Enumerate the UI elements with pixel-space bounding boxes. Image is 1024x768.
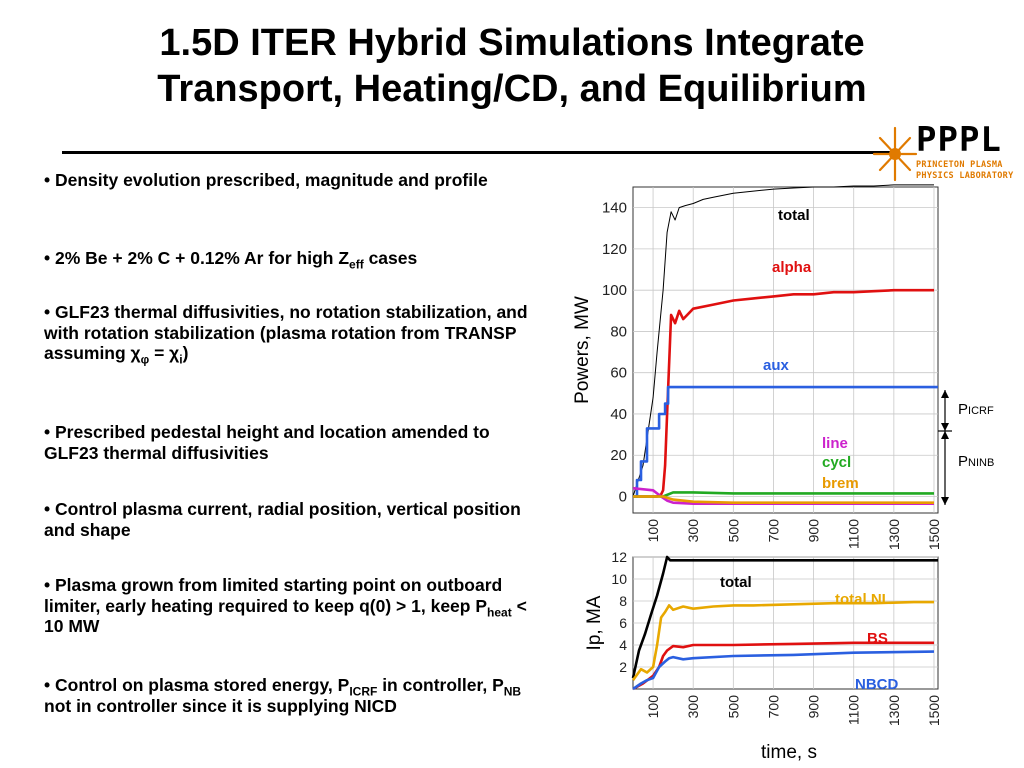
logo-subtitle-1: PRINCETON PLASMA bbox=[916, 160, 1003, 170]
title-divider bbox=[62, 151, 898, 154]
chart1-series-alpha bbox=[633, 288, 934, 498]
chart2-label-total: total bbox=[720, 574, 752, 591]
chart2-xtick-label-1: 300 bbox=[685, 695, 701, 719]
bullet-7: • Control on plasma stored energy, PICRF… bbox=[44, 675, 522, 716]
chart1-ytick-label-1: 20 bbox=[610, 447, 627, 464]
chart2-xtick-label-6: 1300 bbox=[886, 695, 902, 726]
bracket-arrow-bottom bbox=[941, 497, 949, 505]
bullet-7-text: Control on plasma stored energy, PICRF i… bbox=[44, 675, 522, 716]
chart1-ytick-label-3: 60 bbox=[610, 365, 627, 382]
chart1-plot-frame bbox=[632, 186, 939, 514]
chart2-xtick-label-5: 1100 bbox=[846, 695, 862, 725]
bullet-2-text: 2% Be + 2% C + 0.12% Ar for high Zeff ca… bbox=[55, 248, 418, 272]
chart2-ytick-label-4: 10 bbox=[611, 571, 627, 587]
annotation-p-ninb: PNINB bbox=[958, 453, 994, 470]
chart1-xtick-label-4: 900 bbox=[806, 519, 822, 543]
chart1-ytick-label-5: 100 bbox=[602, 282, 627, 299]
chart2-ytick-label-0: 2 bbox=[619, 659, 627, 675]
chart2-series-nbcd bbox=[632, 650, 935, 691]
chart1-label-aux: aux bbox=[763, 357, 790, 374]
logo-wordmark: PPPL bbox=[916, 120, 1002, 160]
bullet-5: • Control plasma current, radial positio… bbox=[44, 499, 521, 540]
chart1-ytick-label-0: 0 bbox=[619, 488, 627, 505]
chart1-xtick-label-1: 300 bbox=[685, 519, 701, 543]
chart1-xtick-label-2: 500 bbox=[725, 519, 741, 543]
chart2-label-nbcd: NBCD bbox=[855, 676, 898, 693]
chart2-xtick-label-0: 100 bbox=[645, 695, 661, 719]
slide-title: 1.5D ITER Hybrid Simulations Integrate T… bbox=[0, 20, 1024, 112]
chart1-label-cycl: cycl bbox=[822, 454, 851, 471]
chart1-label-line: line bbox=[822, 435, 848, 452]
annotation-p-icrf: PICRF bbox=[958, 401, 994, 418]
chart1-xtick-label-5: 1100 bbox=[846, 519, 862, 549]
chart2-series-total bbox=[631, 555, 938, 679]
chart1-label-total: total bbox=[778, 207, 810, 224]
chart1-ytick-label-6: 120 bbox=[602, 241, 627, 258]
title-line-2: Transport, Heating/CD, and Equilibrium bbox=[157, 68, 867, 110]
chart1-series-aux bbox=[633, 385, 938, 498]
chart1-label-brem: brem bbox=[822, 475, 859, 492]
bracket-arrow-mid-down bbox=[941, 431, 949, 439]
bracket-arrow-mid-up bbox=[941, 423, 949, 431]
bracket-arrow-top bbox=[941, 390, 949, 398]
logo-subtitle-2: PHYSICS LABORATORY bbox=[916, 171, 1014, 181]
chart2-xtick-label-4: 900 bbox=[806, 695, 822, 719]
pppl-logo: PPPL PRINCETON PLASMA PHYSICS LABORATORY bbox=[870, 118, 1020, 188]
bullet-6: • Plasma grown from limited starting poi… bbox=[44, 575, 527, 636]
chart2-ytick-label-2: 6 bbox=[619, 615, 627, 631]
title-line-1: 1.5D ITER Hybrid Simulations Integrate bbox=[159, 22, 865, 64]
bullet-4: • Prescribed pedestal height and locatio… bbox=[44, 422, 490, 463]
chart1-label-alpha: alpha bbox=[772, 259, 812, 276]
chart1-xtick-label-0: 100 bbox=[645, 519, 661, 543]
chart1-xtick-label-6: 1300 bbox=[886, 519, 902, 550]
bullet-3: • GLF23 thermal diffusivities, no rotati… bbox=[44, 302, 528, 367]
chart2-ytick-label-5: 12 bbox=[611, 549, 627, 565]
chart2-xtick-label-2: 500 bbox=[725, 695, 741, 719]
chart2-xlabel: time, s bbox=[761, 742, 817, 763]
bullet-1-text: Density evolution prescribed, magnitude … bbox=[55, 170, 488, 190]
sunburst-icon bbox=[872, 126, 918, 182]
chart1-xtick-label-7: 1500 bbox=[926, 519, 942, 550]
chart2-ytick-label-1: 4 bbox=[619, 637, 627, 653]
chart2-ylabel: Ip, MA bbox=[584, 595, 605, 650]
chart1-series-brem bbox=[633, 495, 934, 505]
chart2-series-total-ni bbox=[631, 600, 934, 681]
chart2-ytick-label-3: 8 bbox=[619, 593, 627, 609]
chart1-series-total bbox=[632, 184, 934, 497]
chart2-label-total-ni: total NI bbox=[835, 591, 886, 608]
chart1-ytick-label-4: 80 bbox=[610, 323, 627, 340]
chart1-ylabel: Powers, MW bbox=[572, 296, 593, 404]
chart1-xtick-label-3: 700 bbox=[765, 519, 781, 543]
bullet-3-text: GLF23 thermal diffusivities, no rotation… bbox=[44, 302, 528, 367]
bullet-4-text: Prescribed pedestal height and location … bbox=[44, 422, 490, 463]
chart1-ytick-label-2: 40 bbox=[610, 406, 627, 423]
bullet-5-text: Control plasma current, radial position,… bbox=[44, 499, 521, 540]
chart2-xtick-label-7: 1500 bbox=[926, 695, 942, 726]
chart1-ytick-label-7: 140 bbox=[602, 200, 627, 217]
chart2-label-bs: BS bbox=[867, 630, 888, 647]
bullet-2: • 2% Be + 2% C + 0.12% Ar for high Zeff … bbox=[44, 248, 418, 272]
chart2-xtick-label-3: 700 bbox=[765, 695, 781, 719]
bullet-1: • Density evolution prescribed, magnitud… bbox=[44, 170, 488, 190]
bullet-6-text: Plasma grown from limited starting point… bbox=[44, 575, 527, 636]
